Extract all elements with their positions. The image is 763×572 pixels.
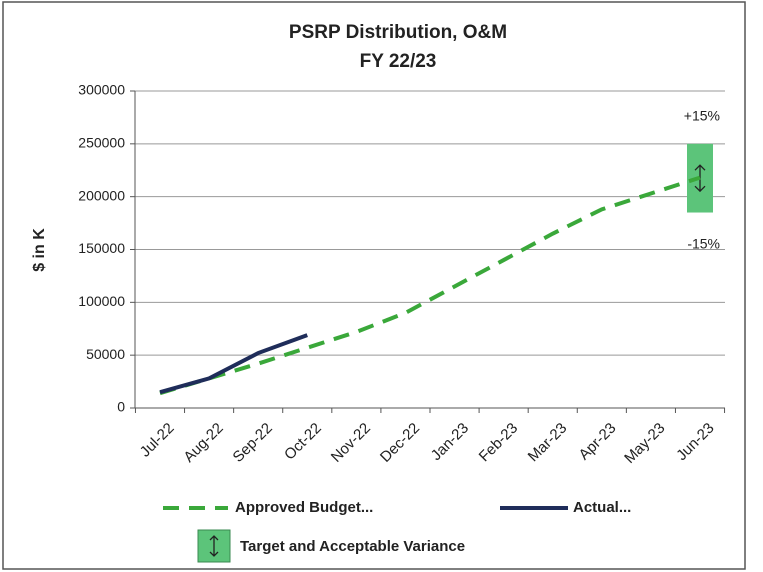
y-tick-label: 150000 (78, 240, 125, 256)
chart-frame (2, 1, 746, 570)
y-tick-label: 250000 (78, 135, 125, 151)
y-axis-label: $ in K (31, 228, 48, 272)
y-tick-label: 0 (117, 399, 125, 415)
legend-arrow (209, 535, 219, 557)
series-line (159, 333, 308, 395)
annotation: -15% (687, 236, 720, 252)
y-tick-label: 300000 (78, 82, 125, 98)
chart-title: PSRP Distribution, O&M (289, 22, 507, 43)
legend-label: Target and Acceptable Variance (240, 538, 465, 555)
y-tick-label: 100000 (78, 293, 125, 309)
legend-label: Approved Budget... (235, 499, 373, 516)
y-tick-label: 50000 (86, 346, 125, 362)
annotation: +15% (684, 108, 720, 124)
series-line (159, 175, 701, 396)
chart-subtitle: FY 22/23 (360, 51, 437, 72)
legend-label: Actual... (573, 499, 631, 516)
y-tick-label: 200000 (78, 187, 125, 203)
